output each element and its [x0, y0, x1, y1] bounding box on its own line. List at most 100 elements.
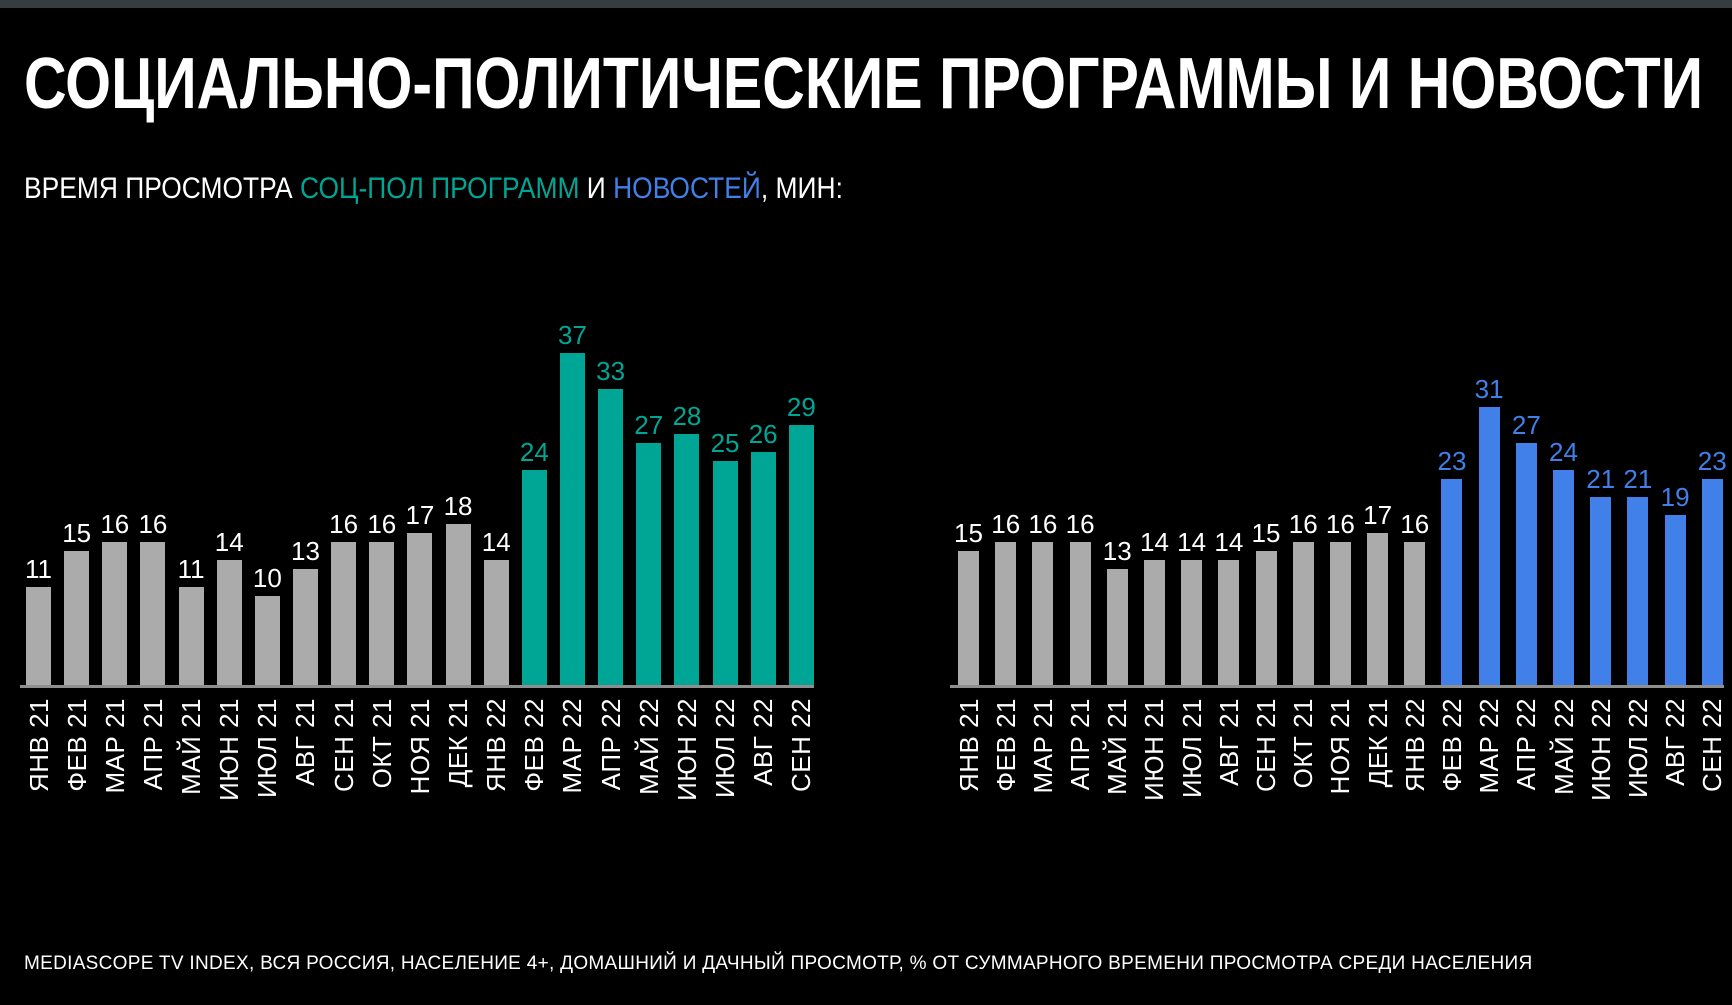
bar-column: 27 — [634, 306, 664, 686]
x-axis-label: НОЯ 21 — [404, 698, 435, 795]
bar-column: 25 — [711, 306, 740, 686]
bar-column: 16 — [1400, 306, 1429, 686]
bar — [26, 587, 51, 686]
bar — [1255, 551, 1277, 686]
bar-column: 37 — [558, 306, 587, 686]
bar-value-label: 21 — [1586, 464, 1616, 494]
x-axis-label-cell: АПР 22 — [1511, 698, 1541, 826]
x-axis-label-cell: ИЮЛ 22 — [710, 698, 741, 826]
bar — [712, 461, 738, 686]
subtitle-prefix: ВРЕМЯ ПРОСМОТРА — [24, 172, 300, 205]
bar — [483, 560, 509, 686]
x-axis-label-cell: МАЙ 21 — [176, 698, 206, 826]
bar-value-label: 27 — [1511, 410, 1541, 440]
bar-column: 13 — [1103, 306, 1132, 686]
x-axis-label: ОКТ 21 — [366, 698, 397, 789]
x-axis-label-cell: ОКТ 21 — [366, 698, 397, 826]
x-axis-label-cell: ЯНВ 22 — [481, 698, 511, 826]
bar-value-label: 13 — [1102, 536, 1132, 566]
x-axis-label-cell: МАЙ 22 — [1549, 698, 1579, 826]
bar-value-label: 16 — [1028, 509, 1058, 539]
bar-column: 17 — [405, 306, 434, 686]
socpol-x-axis-labels: ЯНВ 21 ФЕВ 21 МАР 21 АПР 21 МАЙ 21 ИЮН 21 ИЮЛ … — [24, 698, 817, 826]
x-axis-label-cell: АПР 21 — [1065, 698, 1095, 826]
socpol-x-axis-line — [20, 685, 814, 688]
bar-column: 15 — [62, 306, 92, 686]
news-bars-row: 15 16 16 16 13 14 14 14 15 16 16 17 16 23 31 27 24 21 21 19… — [954, 306, 1727, 686]
bar-column: 21 — [1586, 306, 1615, 686]
bar-value-label: 16 — [100, 509, 130, 539]
bar-value-label: 16 — [1400, 509, 1430, 539]
bar-column: 11 — [25, 306, 52, 686]
x-axis-label-cell: НОЯ 21 — [1325, 698, 1355, 826]
bar-value-label: 29 — [786, 392, 816, 422]
x-axis-label-cell: ДЕК 21 — [443, 698, 473, 826]
bar-column: 16 — [100, 306, 130, 686]
bar-column: 21 — [1623, 306, 1652, 686]
bar — [369, 542, 395, 686]
bar-column: 31 — [1475, 306, 1504, 686]
bar-value-label: 14 — [481, 527, 511, 557]
x-axis-label: МАР 21 — [99, 698, 130, 794]
subtitle-socpol-highlight: СОЦ-ПОЛ ПРОГРАММ — [299, 172, 580, 205]
bar — [64, 551, 90, 686]
bar-value-label: 27 — [634, 410, 664, 440]
bar-value-label: 15 — [62, 518, 92, 548]
bar-value-label: 16 — [991, 509, 1021, 539]
x-axis-label: ИЮЛ 22 — [710, 698, 741, 798]
bar — [750, 452, 776, 686]
bar — [958, 551, 979, 686]
x-axis-label: АПР 22 — [595, 698, 626, 791]
bar-column: 16 — [991, 306, 1020, 686]
bar-value-label: 14 — [214, 527, 244, 557]
bar — [1515, 443, 1537, 686]
bar-column: 16 — [138, 306, 168, 686]
bar — [331, 542, 357, 686]
bar-column: 26 — [748, 306, 778, 686]
bar-column: 19 — [1661, 306, 1690, 686]
bar-column: 15 — [954, 306, 983, 686]
x-axis-label-cell: ИЮН 21 — [1139, 698, 1170, 826]
x-axis-label-cell: СЕН 22 — [1697, 698, 1727, 826]
bar — [674, 434, 700, 686]
news-x-axis-line — [950, 685, 1724, 688]
bar-value-label: 19 — [1660, 482, 1690, 512]
bar-value-label: 37 — [558, 320, 587, 350]
x-axis-label: ИЮН 21 — [1139, 698, 1170, 801]
x-axis-label-cell: ЯНВ 21 — [24, 698, 54, 826]
x-axis-label-cell: ДЕК 21 — [1363, 698, 1393, 826]
x-axis-label-cell: АПР 21 — [138, 698, 168, 826]
bar-value-label: 11 — [177, 554, 205, 584]
x-axis-label: СЕН 21 — [1251, 698, 1281, 793]
bar-value-label: 16 — [329, 509, 359, 539]
x-axis-label: АВГ 21 — [1213, 698, 1244, 786]
bar-value-label: 21 — [1623, 464, 1653, 494]
bar-value-label: 24 — [1549, 437, 1578, 467]
bar-value-label: 28 — [672, 401, 702, 431]
bar-column: 14 — [1177, 306, 1206, 686]
x-axis-label-cell: ОКТ 21 — [1288, 698, 1318, 826]
bar-value-label: 17 — [1363, 500, 1393, 530]
x-axis-label: СЕН 22 — [786, 698, 817, 793]
bar — [995, 542, 1017, 686]
bar — [216, 560, 242, 686]
bar — [1032, 542, 1054, 686]
x-axis-label-cell: АПР 22 — [595, 698, 626, 826]
bar-value-label: 26 — [748, 419, 778, 449]
x-axis-label: ФЕВ 22 — [519, 698, 550, 792]
footer-source-note: MEDIASCOPE TV INDEX, ВСЯ РОССИЯ, НАСЕЛЕН… — [24, 953, 1533, 974]
x-axis-label-cell: МАР 22 — [1474, 698, 1504, 826]
x-axis-label-cell: ИЮЛ 21 — [252, 698, 282, 826]
bar-value-label: 16 — [138, 509, 168, 539]
bar — [788, 425, 814, 686]
x-axis-label-cell: ИЮН 22 — [672, 698, 702, 826]
x-axis-label: АВГ 22 — [1660, 698, 1691, 786]
bar-column: 18 — [444, 306, 473, 686]
bar — [1069, 542, 1091, 686]
x-axis-label-cell: МАЙ 21 — [1102, 698, 1132, 826]
bar-column: 24 — [520, 306, 549, 686]
bar-value-label: 23 — [1437, 446, 1467, 476]
bar-column: 16 — [1028, 306, 1057, 686]
bar-column: 16 — [367, 306, 396, 686]
x-axis-label: МАЙ 22 — [633, 698, 664, 795]
